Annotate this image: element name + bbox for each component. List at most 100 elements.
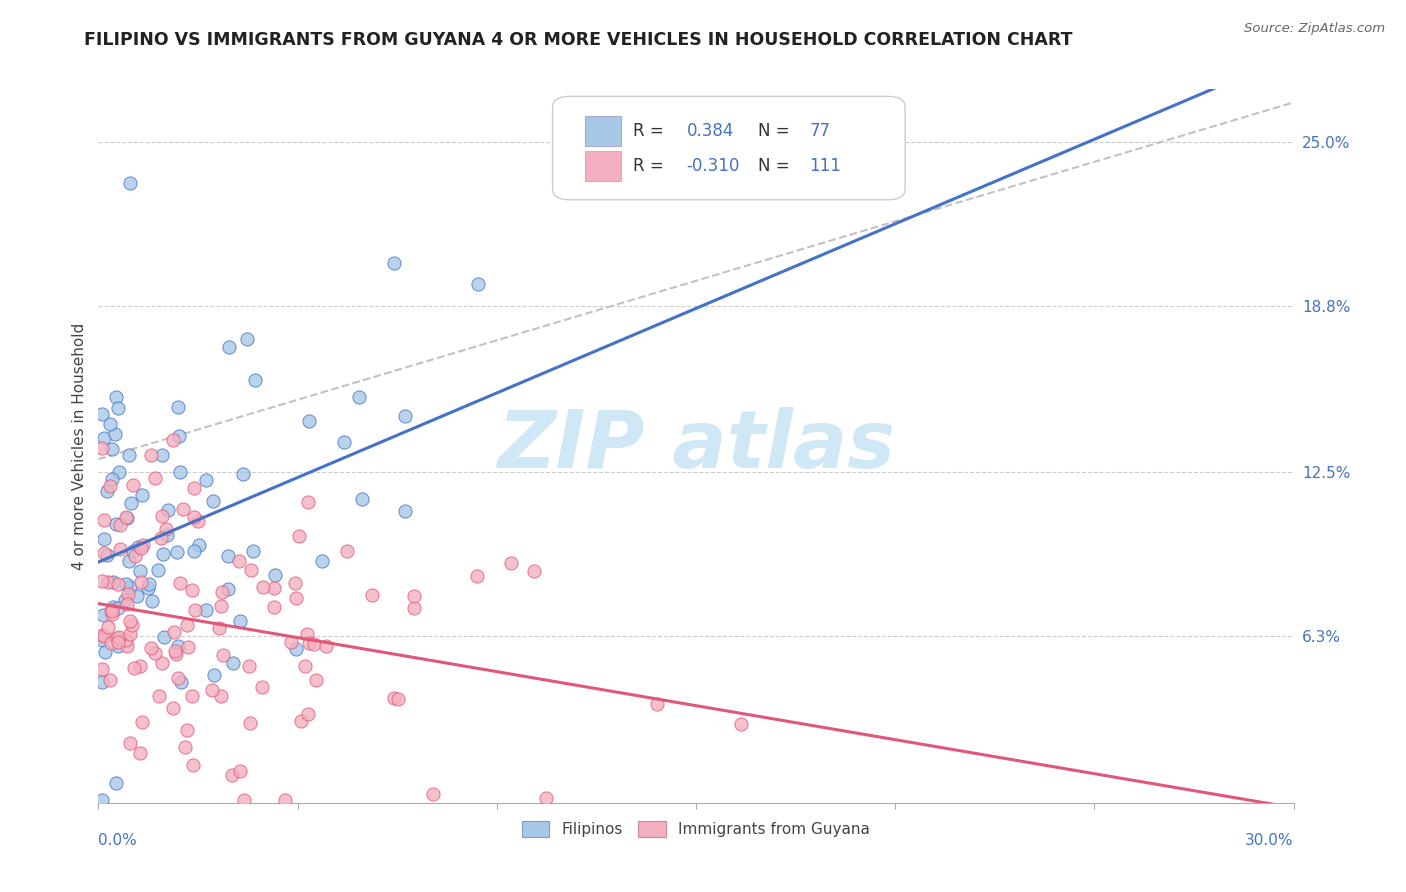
Point bbox=[152, 630, 174, 644]
Point bbox=[115, 640, 138, 654]
Point bbox=[117, 587, 139, 601]
Point bbox=[218, 340, 240, 354]
Point bbox=[352, 491, 374, 506]
Point bbox=[115, 510, 138, 524]
Point bbox=[108, 630, 131, 644]
Point bbox=[129, 574, 152, 589]
Point bbox=[163, 624, 186, 639]
Point bbox=[188, 538, 211, 552]
Point bbox=[105, 632, 128, 646]
Point bbox=[361, 588, 384, 602]
Point bbox=[162, 433, 184, 447]
Point bbox=[645, 698, 668, 712]
Point bbox=[239, 715, 262, 730]
Point bbox=[117, 510, 139, 524]
Point bbox=[100, 673, 122, 687]
Point bbox=[165, 647, 187, 661]
Point bbox=[150, 448, 173, 462]
Point bbox=[229, 614, 252, 628]
Point bbox=[120, 580, 142, 594]
Point bbox=[222, 656, 245, 670]
Point bbox=[139, 448, 162, 462]
Point bbox=[100, 472, 122, 486]
Point bbox=[294, 658, 316, 673]
Point bbox=[129, 541, 152, 555]
Point bbox=[238, 659, 260, 673]
Point bbox=[263, 599, 285, 614]
Point bbox=[98, 479, 121, 493]
Point bbox=[152, 509, 174, 524]
Point bbox=[127, 540, 149, 554]
Text: Source: ZipAtlas.com: Source: ZipAtlas.com bbox=[1244, 22, 1385, 36]
Point bbox=[167, 429, 190, 443]
Point bbox=[336, 543, 359, 558]
Point bbox=[217, 549, 239, 563]
Point bbox=[201, 682, 224, 697]
Point bbox=[127, 589, 149, 603]
Point bbox=[93, 546, 115, 560]
Point bbox=[108, 465, 131, 479]
Point bbox=[297, 707, 319, 722]
Point bbox=[302, 637, 325, 651]
Point bbox=[139, 640, 162, 655]
Point bbox=[131, 488, 153, 502]
Point bbox=[209, 689, 232, 703]
Point bbox=[104, 427, 127, 442]
Point bbox=[148, 564, 170, 578]
Point bbox=[404, 601, 426, 615]
Point bbox=[304, 673, 326, 688]
Point bbox=[107, 635, 129, 649]
Point bbox=[103, 574, 125, 589]
Point bbox=[242, 544, 264, 558]
Point bbox=[91, 633, 114, 648]
Point bbox=[176, 617, 198, 632]
Point bbox=[382, 690, 405, 705]
Point bbox=[107, 640, 129, 654]
Point bbox=[172, 502, 194, 516]
Point bbox=[169, 465, 191, 479]
Point bbox=[212, 648, 235, 662]
Point bbox=[298, 636, 321, 650]
Point bbox=[120, 496, 142, 510]
Point bbox=[394, 504, 416, 518]
Point bbox=[120, 736, 142, 750]
Point bbox=[217, 582, 239, 597]
Point bbox=[138, 576, 160, 591]
FancyBboxPatch shape bbox=[585, 151, 620, 180]
Point bbox=[333, 434, 356, 449]
Point bbox=[394, 409, 416, 423]
Point bbox=[243, 373, 266, 387]
Point bbox=[180, 690, 202, 704]
Point bbox=[114, 592, 136, 607]
Point bbox=[148, 689, 170, 703]
Point bbox=[523, 565, 546, 579]
Point bbox=[169, 575, 191, 590]
Point bbox=[91, 662, 114, 676]
Point bbox=[107, 577, 129, 591]
Point bbox=[100, 607, 122, 622]
Point bbox=[117, 554, 139, 568]
Point bbox=[156, 527, 179, 541]
Point bbox=[128, 564, 150, 578]
Point bbox=[98, 417, 121, 432]
Point bbox=[124, 549, 146, 563]
Point bbox=[209, 599, 232, 614]
Point bbox=[174, 739, 197, 754]
Point bbox=[382, 256, 405, 270]
Point bbox=[181, 582, 204, 597]
Point bbox=[239, 563, 262, 577]
Point bbox=[91, 607, 114, 622]
Point bbox=[730, 716, 752, 731]
Text: -0.310: -0.310 bbox=[686, 157, 740, 175]
Point bbox=[100, 442, 122, 456]
Point bbox=[184, 603, 207, 617]
Point bbox=[136, 581, 159, 595]
Text: N =: N = bbox=[758, 121, 794, 139]
Point bbox=[465, 569, 488, 583]
Point bbox=[183, 481, 205, 495]
Point bbox=[536, 791, 558, 805]
Point bbox=[115, 597, 138, 611]
Point bbox=[422, 788, 444, 802]
Point bbox=[202, 667, 225, 681]
Point bbox=[165, 644, 187, 658]
